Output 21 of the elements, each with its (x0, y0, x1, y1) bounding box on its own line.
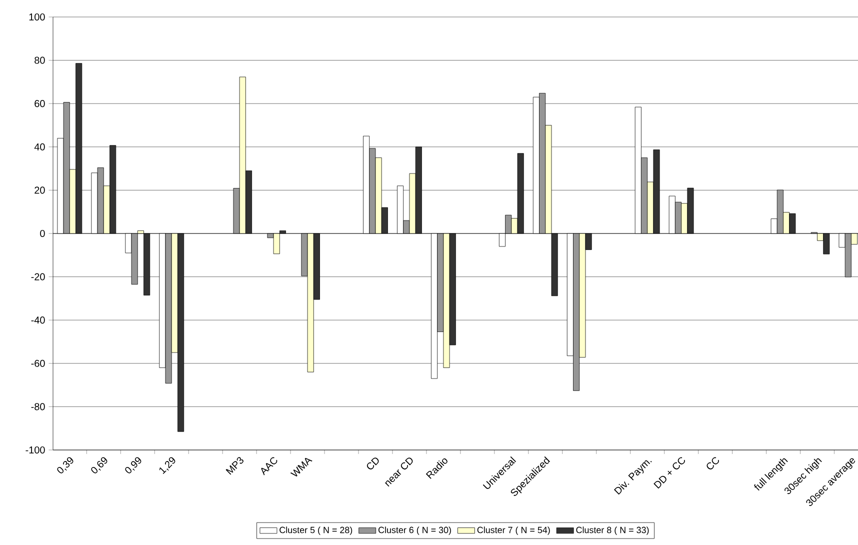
y-tick-label: 100 (29, 13, 45, 21)
y-tick-label: 80 (34, 56, 45, 64)
x-tick-label: CD (366, 458, 379, 470)
x-tick-label: 0,99 (125, 457, 142, 474)
x-tick-label: DD + CC (654, 457, 685, 489)
y-tick-label: -60 (31, 360, 45, 367)
y-tick-label: 40 (34, 143, 45, 150)
legend-label: Cluster 5 ( N = 28) (280, 526, 352, 535)
y-tick-label: 60 (34, 100, 45, 108)
legend-label: Cluster 7 ( N = 54) (477, 526, 550, 535)
legend-label: Cluster 6 ( N = 30) (378, 526, 451, 535)
x-tick-label: 0,69 (91, 457, 108, 474)
y-tick-label: 20 (34, 186, 45, 194)
x-tick-label: 0,39 (57, 457, 74, 474)
y-tick-label: -40 (31, 316, 45, 324)
legend-label: Cluster 8 ( N = 33) (576, 526, 649, 535)
y-tick-label: -100 (26, 446, 45, 454)
y-tick-label: -20 (31, 273, 45, 280)
x-tick-label: CC (706, 457, 719, 470)
y-tick-label: 0 (40, 230, 45, 238)
y-tick-label: -80 (31, 403, 45, 410)
